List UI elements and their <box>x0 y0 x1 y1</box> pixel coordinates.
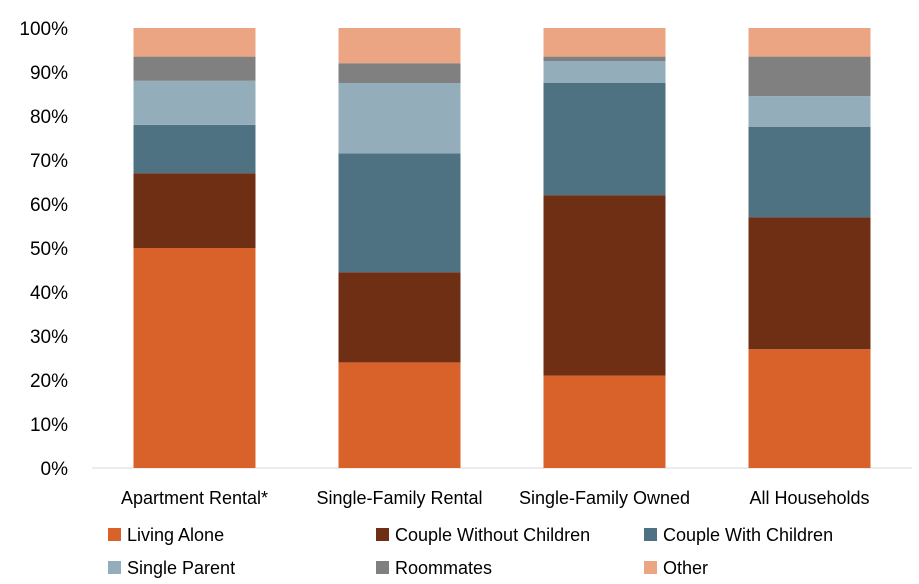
bar-segment <box>748 56 871 97</box>
legend-label: Roommates <box>395 558 492 578</box>
y-tick-label: 20% <box>30 371 68 392</box>
bar-segment <box>338 272 461 363</box>
bar-segment <box>748 96 871 127</box>
category-label: Apartment Rental* <box>121 488 268 508</box>
category-label: Single-Family Owned <box>519 488 690 508</box>
bar-segment <box>543 375 666 468</box>
legend-swatch <box>108 528 121 541</box>
legend-swatch <box>644 561 657 574</box>
y-tick-label: 0% <box>41 459 69 480</box>
bar-segment <box>133 173 256 248</box>
legend: Living Alone Couple Without Children Coupl… <box>108 525 833 578</box>
bar-segment <box>133 124 256 174</box>
y-tick-label: 10% <box>30 415 68 436</box>
bar-segment <box>133 248 256 468</box>
bar-segment <box>133 80 256 125</box>
legend-label: Couple With Children <box>663 525 833 545</box>
y-axis-ticks: 0% 10% 20% 30% 40% 50% 60% 70% 80% 90% 100% <box>19 19 68 480</box>
y-tick-label: 40% <box>30 283 68 304</box>
y-tick-label: 100% <box>19 19 68 40</box>
y-tick-label: 70% <box>30 151 68 172</box>
bar-segment <box>543 61 666 83</box>
bar-segment <box>543 83 666 196</box>
legend-label: Single Parent <box>127 558 235 578</box>
bar-segment <box>748 127 871 218</box>
bar-segment <box>338 83 461 154</box>
bar-segment <box>543 195 666 376</box>
legend-label: Living Alone <box>127 525 224 545</box>
legend-swatch <box>376 561 389 574</box>
bar-segment <box>748 349 871 468</box>
y-tick-label: 50% <box>30 239 68 260</box>
y-tick-label: 30% <box>30 327 68 348</box>
category-label: All Households <box>749 488 869 508</box>
category-labels: Apartment Rental* Single-Family Rental Sin… <box>121 488 870 508</box>
category-label: Single-Family Rental <box>316 488 482 508</box>
legend-label: Other <box>663 558 708 578</box>
legend-swatch <box>376 528 389 541</box>
bars <box>133 28 871 468</box>
legend-swatch <box>644 528 657 541</box>
bar-segment <box>338 28 461 64</box>
bar-segment <box>338 362 461 468</box>
y-tick-label: 80% <box>30 107 68 128</box>
bar-segment <box>338 153 461 273</box>
bar-segment <box>748 217 871 350</box>
y-tick-label: 90% <box>30 63 68 84</box>
legend-swatch <box>108 561 121 574</box>
bar-segment <box>133 28 256 57</box>
bar-segment <box>338 63 461 83</box>
bar-segment <box>133 56 256 81</box>
bar-segment <box>543 56 666 61</box>
bar-segment <box>543 28 666 57</box>
legend-label: Couple Without Children <box>395 525 590 545</box>
y-tick-label: 60% <box>30 195 68 216</box>
bar-segment <box>748 28 871 57</box>
